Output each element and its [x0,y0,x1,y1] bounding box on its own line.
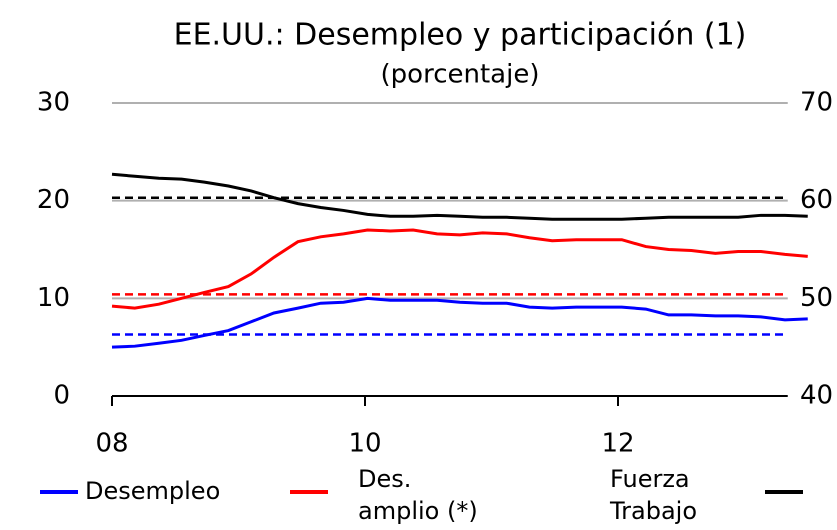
data-line [111,296,808,349]
y2-tick-label: 40 [800,381,833,411]
legend-label: Desempleo [85,477,220,505]
y2-tick-label: 70 [800,88,833,118]
x-tick-label: 12 [601,429,634,459]
x-tick-label: 10 [348,429,381,459]
y-tick-label: 0 [53,381,70,411]
y-tick-label: 10 [37,283,70,313]
legend-label: Fuerza Trabajo [609,465,697,525]
data-line [111,172,808,221]
chart-title: EE.UU.: Desempleo y participación (1) [174,18,747,53]
y2-tick-label: 50 [800,283,833,313]
data-line [111,228,808,310]
y-tick-label: 20 [37,185,70,215]
chart-subtitle: (porcentaje) [381,60,540,90]
x-tick-label: 08 [95,429,128,459]
y2-tick-label: 60 [800,185,833,215]
legend-label: Des. amplio (*) [358,465,478,525]
y-tick-label: 30 [37,88,70,118]
